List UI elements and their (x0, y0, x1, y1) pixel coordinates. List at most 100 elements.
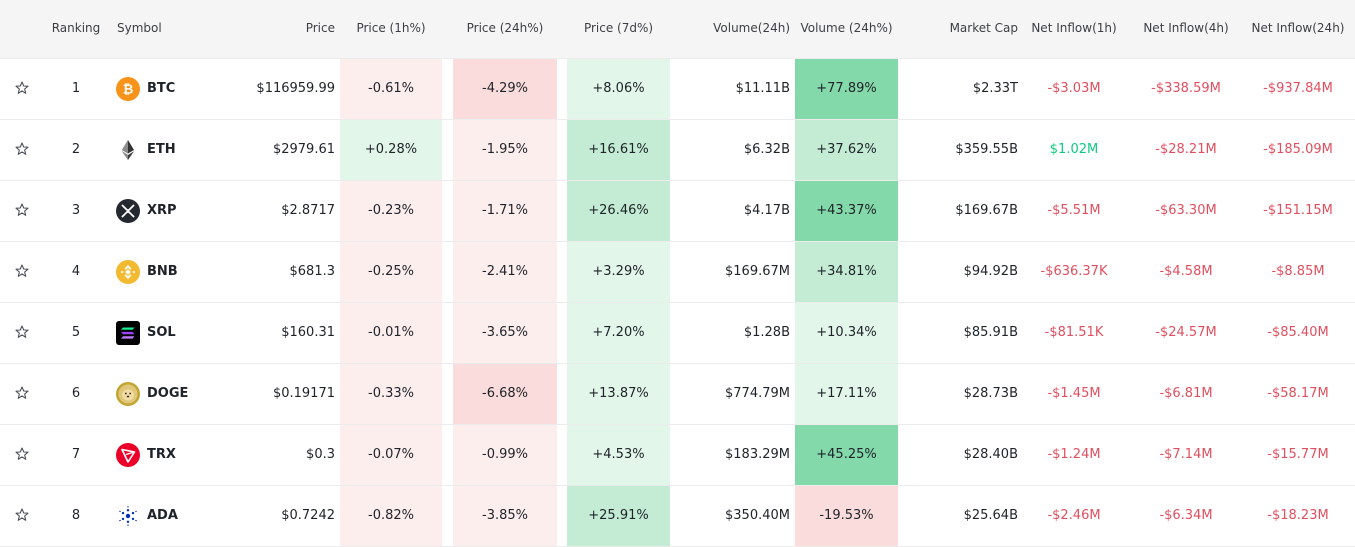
header-volume-pct[interactable]: Volume (24h%) (800, 21, 893, 35)
table-row[interactable]: 3 XRP $2.8717 -0.23% -1.71% +26.46% $4.17B +43.… (0, 181, 1355, 242)
symbol-cell[interactable]: DOGE (147, 386, 189, 401)
doge-icon (116, 382, 140, 406)
price-7d-cell: +13.87% (588, 386, 649, 401)
market-cap-cell: $25.64B (963, 508, 1018, 523)
volume-24h-cell: $11.11B (735, 81, 790, 96)
inflow-24h-cell: -$151.15M (1263, 203, 1333, 218)
price-24h-cell: -0.99% (482, 447, 528, 462)
eth-icon (116, 138, 140, 162)
price-7d-bg (567, 181, 670, 241)
header-price[interactable]: Price (305, 21, 335, 35)
bnb-icon (116, 260, 140, 284)
header-price-24h[interactable]: Price (24h%) (466, 21, 544, 35)
price-1h-bg (340, 120, 442, 180)
inflow-24h-cell: -$937.84M (1263, 81, 1333, 96)
price-1h-bg (340, 486, 442, 546)
header-price-7d[interactable]: Price (7d%) (583, 21, 654, 35)
volume-pct-cell: +45.25% (816, 447, 877, 462)
inflow-4h-cell: -$6.34M (1159, 508, 1213, 523)
market-cap-cell: $169.67B (955, 203, 1018, 218)
price-24h-bg (453, 120, 557, 180)
inflow-4h-cell: -$338.59M (1151, 81, 1221, 96)
rank-cell: 2 (71, 142, 81, 157)
symbol-cell[interactable]: SOL (147, 325, 176, 340)
header-inflow-4h[interactable]: Net Inflow(4h) (1143, 21, 1229, 35)
price-cell: $0.19171 (272, 386, 335, 401)
header-symbol[interactable]: Symbol (117, 21, 162, 35)
volume-24h-cell: $6.32B (743, 142, 790, 157)
price-7d-cell: +26.46% (588, 203, 649, 218)
price-1h-cell: +0.28% (364, 142, 418, 157)
symbol-cell[interactable]: BTC (147, 81, 176, 96)
volume-24h-cell: $4.17B (743, 203, 790, 218)
volume-pct-bg (795, 364, 898, 424)
rank-cell: 3 (71, 203, 81, 218)
volume-pct-bg (795, 59, 898, 119)
favorite-star-icon[interactable] (14, 202, 30, 218)
price-cell: $0.7242 (281, 508, 335, 523)
favorite-star-icon[interactable] (14, 446, 30, 462)
header-price-1h[interactable]: Price (1h%) (356, 21, 426, 35)
header-inflow-24h[interactable]: Net Inflow(24h) (1251, 21, 1345, 35)
table-row[interactable]: 7 TRX $0.3 -0.07% -0.99% +4.53% $183.29M +45.25… (0, 425, 1355, 486)
header-inflow-1h[interactable]: Net Inflow(1h) (1031, 21, 1117, 35)
symbol-cell[interactable]: XRP (147, 203, 177, 218)
table-row[interactable]: 4 BNB $681.3 -0.25% -2.41% +3.29% $169.67M +34.… (0, 242, 1355, 303)
table-row[interactable]: 2 ETH $2979.61 +0.28% -1.95% +16.61% $6.32B +37… (0, 120, 1355, 181)
favorite-star-icon[interactable] (14, 263, 30, 279)
volume-pct-bg (795, 425, 898, 485)
volume-pct-cell: +77.89% (816, 81, 877, 96)
market-cap-cell: $2.33T (972, 81, 1018, 96)
favorite-star-icon[interactable] (14, 385, 30, 401)
price-24h-cell: -1.71% (482, 203, 528, 218)
inflow-4h-cell: -$6.81M (1159, 386, 1213, 401)
favorite-star-icon[interactable] (14, 507, 30, 523)
price-24h-cell: -2.41% (482, 264, 528, 279)
rank-cell: 8 (71, 508, 81, 523)
price-1h-bg (340, 425, 442, 485)
inflow-24h-cell: -$15.77M (1267, 447, 1329, 462)
favorite-star-icon[interactable] (14, 80, 30, 96)
xrp-icon (116, 199, 140, 223)
price-24h-bg (453, 181, 557, 241)
table-row[interactable]: 1 ₿ BTC $116959.99 -0.61% -4.29% +8.06% $11.11B… (0, 59, 1355, 120)
inflow-4h-cell: -$28.21M (1155, 142, 1217, 157)
market-cap-cell: $28.73B (963, 386, 1018, 401)
price-1h-cell: -0.01% (368, 325, 414, 340)
favorite-star-icon[interactable] (14, 141, 30, 157)
inflow-24h-cell: -$185.09M (1263, 142, 1333, 157)
price-1h-cell: -0.23% (368, 203, 414, 218)
inflow-24h-cell: -$58.17M (1267, 386, 1329, 401)
price-7d-bg (567, 364, 670, 424)
header-ranking[interactable]: Ranking (51, 21, 101, 35)
rank-cell: 7 (71, 447, 81, 462)
price-7d-cell: +8.06% (592, 81, 645, 96)
price-24h-cell: -6.68% (482, 386, 528, 401)
symbol-cell[interactable]: BNB (147, 264, 178, 279)
price-7d-bg (567, 120, 670, 180)
volume-pct-cell: +10.34% (816, 325, 877, 340)
header-market-cap[interactable]: Market Cap (949, 21, 1018, 35)
table-row[interactable]: 6 DOGE $0.19171 -0.33% -6.68% +13.87% $774.79M… (0, 364, 1355, 425)
symbol-cell[interactable]: TRX (147, 447, 176, 462)
table-row[interactable]: 8 ADA $0.7242 -0.82% -3.85% +25.91% $350.40M -1… (0, 486, 1355, 547)
price-24h-bg (453, 486, 557, 546)
table-row[interactable]: 5 SOL $160.31 -0.01% -3.65% +7.20% $1.28B +10.3… (0, 303, 1355, 364)
symbol-cell[interactable]: ADA (147, 508, 178, 523)
header-volume-24h[interactable]: Volume(24h) (713, 21, 790, 35)
price-1h-cell: -0.82% (368, 508, 414, 523)
inflow-1h-cell: -$3.03M (1047, 81, 1101, 96)
market-cap-cell: $94.92B (963, 264, 1018, 279)
market-cap-cell: $85.91B (963, 325, 1018, 340)
price-7d-bg (567, 486, 670, 546)
symbol-cell[interactable]: ETH (147, 142, 176, 157)
price-cell: $0.3 (306, 447, 335, 462)
volume-pct-bg (795, 242, 898, 302)
price-1h-bg (340, 59, 442, 119)
price-cell: $116959.99 (256, 81, 335, 96)
favorite-star-icon[interactable] (14, 324, 30, 340)
volume-pct-bg (795, 486, 898, 546)
volume-24h-cell: $169.67M (725, 264, 790, 279)
inflow-1h-cell: -$1.45M (1047, 386, 1101, 401)
price-7d-bg (567, 425, 670, 485)
